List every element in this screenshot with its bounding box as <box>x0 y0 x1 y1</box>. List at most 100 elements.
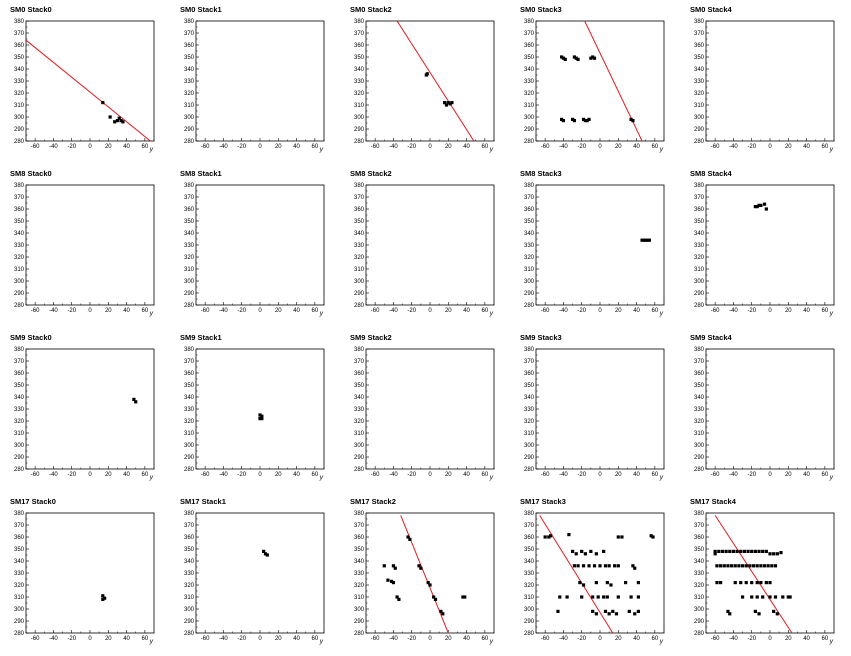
data-point <box>560 55 564 59</box>
data-point <box>428 583 432 587</box>
y-tick-label: 310 <box>694 103 705 109</box>
x-tick-label: -60 <box>201 636 210 642</box>
y-tick-label: 340 <box>524 67 535 73</box>
x-axis-label: y <box>659 146 664 153</box>
y-tick-label: 280 <box>524 467 535 473</box>
y-tick-label: 360 <box>524 371 535 377</box>
y-tick-label: 300 <box>694 607 705 613</box>
x-axis-label: y <box>149 146 154 153</box>
data-point <box>572 119 576 123</box>
data-point <box>441 612 445 616</box>
data-point <box>645 238 650 242</box>
x-tick-label: -20 <box>747 144 756 150</box>
data-point <box>757 612 761 616</box>
fit-line <box>400 515 449 633</box>
x-tick-label: 0 <box>88 472 92 478</box>
y-tick-label: 290 <box>184 127 195 133</box>
x-tick-label: 0 <box>88 144 92 150</box>
y-tick-label: 340 <box>184 231 195 237</box>
y-tick-label: 340 <box>354 67 365 73</box>
data-point <box>594 552 598 556</box>
data-point <box>772 552 776 556</box>
data-point <box>596 595 600 599</box>
data-point <box>547 535 551 539</box>
plot-frame <box>535 512 665 634</box>
plot-frame <box>705 184 835 306</box>
data-point <box>750 595 754 599</box>
data-point <box>594 581 598 585</box>
y-tick-label: 280 <box>354 631 365 637</box>
x-tick-label: 40 <box>803 636 810 642</box>
data-point <box>636 581 640 585</box>
x-tick-label: -20 <box>237 144 246 150</box>
y-tick-label: 380 <box>184 347 195 353</box>
y-tick-label: 370 <box>14 195 25 201</box>
x-tick-label: 40 <box>633 472 640 478</box>
panel: SM8 Stack0 280 290 300 310 320 330 340 350 360 370… <box>10 169 155 317</box>
y-tick-label: 290 <box>354 127 365 133</box>
y-tick-label: 380 <box>694 19 705 25</box>
data-point <box>543 535 547 539</box>
y-tick-label: 340 <box>14 559 25 565</box>
data-point <box>726 564 730 568</box>
y-tick-label: 280 <box>14 467 25 473</box>
x-tick-label: -60 <box>371 144 380 150</box>
data-point <box>594 612 598 616</box>
panel-title: SM0 Stack4 <box>690 5 733 14</box>
data-point <box>726 609 730 613</box>
y-tick-label: 350 <box>694 383 705 389</box>
y-tick-label: 340 <box>14 395 25 401</box>
data-point <box>570 117 575 121</box>
y-tick-label: 350 <box>184 55 195 61</box>
data-point <box>730 564 734 568</box>
data-point <box>581 117 586 121</box>
y-tick-label: 290 <box>184 455 195 461</box>
x-tick-label: 40 <box>633 308 640 314</box>
data-point <box>713 552 717 556</box>
panel: SM17 Stack2 280 290 300 310 320 330 340 350 360 37… <box>350 497 495 645</box>
y-tick-label: 350 <box>184 383 195 389</box>
x-tick-label: 20 <box>445 472 452 478</box>
data-point <box>101 101 105 105</box>
panel: SM9 Stack4 280 290 300 310 320 330 340 350 360 370… <box>690 333 835 481</box>
x-tick-label: 20 <box>275 144 282 150</box>
y-tick-label: 290 <box>14 455 25 461</box>
x-axis-label: y <box>829 310 834 317</box>
y-tick-label: 310 <box>694 431 705 437</box>
y-tick-label: 360 <box>354 43 365 49</box>
y-tick-label: 380 <box>524 19 535 25</box>
data-point <box>768 552 772 556</box>
y-tick-label: 330 <box>524 407 535 413</box>
y-tick-label: 370 <box>354 195 365 201</box>
y-tick-label: 300 <box>354 443 365 449</box>
x-tick-label: -40 <box>729 636 738 642</box>
panel: SM8 Stack3 280 290 300 310 320 330 340 350 360 370… <box>520 169 665 317</box>
panel: SM17 Stack3 280 290 300 310 320 330 340 350 360 37… <box>520 497 665 645</box>
data-point <box>382 564 386 568</box>
data-point <box>786 595 790 599</box>
panel-title: SM8 Stack3 <box>520 169 562 178</box>
x-tick-label: -40 <box>49 308 58 314</box>
x-tick-label: 40 <box>293 636 300 642</box>
data-point <box>463 595 467 599</box>
fit-line <box>26 39 151 141</box>
x-tick-label: -20 <box>407 144 416 150</box>
y-tick-label: 380 <box>184 183 195 189</box>
y-tick-label: 350 <box>524 219 535 225</box>
data-point <box>115 119 120 123</box>
y-tick-label: 280 <box>14 303 25 309</box>
y-tick-label: 300 <box>184 607 195 613</box>
y-tick-label: 290 <box>524 619 535 625</box>
data-point <box>750 549 754 553</box>
x-tick-label: 0 <box>598 636 602 642</box>
plot-frame <box>365 512 495 634</box>
x-tick-label: 20 <box>615 144 622 150</box>
data-point <box>614 612 619 616</box>
data-point <box>583 119 587 123</box>
data-point <box>761 549 765 553</box>
x-tick-label: 0 <box>768 144 772 150</box>
x-tick-label: 0 <box>88 308 92 314</box>
data-point <box>393 566 397 570</box>
x-tick-label: 60 <box>142 636 149 642</box>
y-tick-label: 320 <box>184 419 195 425</box>
